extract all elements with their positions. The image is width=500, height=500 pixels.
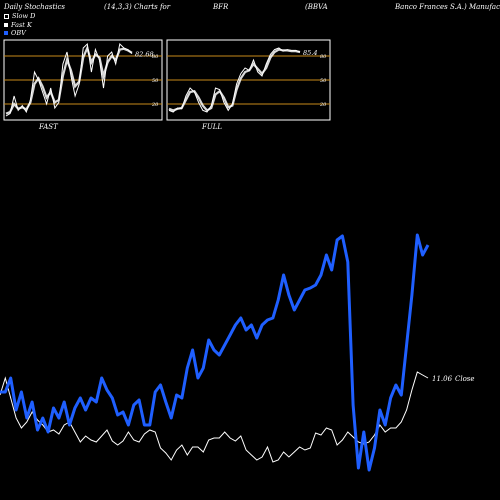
full-panel-level-label-50: 50 — [320, 78, 327, 84]
legend-obv: OBV — [4, 29, 26, 37]
legend-fast-k: Fast K — [4, 21, 32, 29]
legend-label-obv: OBV — [11, 29, 26, 37]
full-stochastic-panel: 80 50 20 85.4 FULL — [166, 39, 331, 131]
legend-label-fast-k: Fast K — [11, 21, 32, 29]
close-line — [0, 371, 429, 463]
fast-panel-last-value: 82.68 — [135, 51, 154, 59]
close-series-label: Close — [455, 375, 475, 383]
fast-panel-title: FAST — [38, 123, 59, 131]
legend-swatch-fast-k — [4, 23, 8, 27]
fast-panel-level-label-80: 80 — [152, 54, 159, 60]
full-panel-last-value: 85.4 — [303, 49, 317, 57]
full-panel-level-label-20: 20 — [319, 102, 327, 108]
legend-swatch-slow-d — [4, 13, 9, 19]
company-short: (BBVA — [305, 3, 328, 11]
full-panel-series-slow-d — [168, 48, 301, 112]
legend-label-slow-d: Slow D — [12, 12, 36, 20]
obv-line — [0, 233, 430, 472]
legend-slow-d: Slow D — [4, 12, 35, 20]
legend-swatch-obv — [4, 31, 8, 35]
chart-params: (14,3,3) Charts for — [104, 3, 171, 11]
close-last-value: 11.06 — [432, 375, 453, 383]
fast-panel-level-label-50: 50 — [152, 78, 159, 84]
fast-panel-level-label-20: 20 — [151, 102, 159, 108]
fast-stochastic-panel: 80 50 20 82.68 FAST — [3, 39, 163, 131]
chart-title: Daily Stochastics — [4, 3, 66, 11]
full-panel-level-label-80: 80 — [320, 54, 327, 60]
obv-close-chart: 11.06 Close — [0, 233, 475, 472]
company-name: Banco Frances S.A.) Manufacturing — [395, 3, 500, 11]
full-panel-title: FULL — [201, 123, 222, 131]
fast-panel-series-slow-d — [5, 44, 133, 115]
ticker-symbol: BFR — [213, 3, 229, 11]
